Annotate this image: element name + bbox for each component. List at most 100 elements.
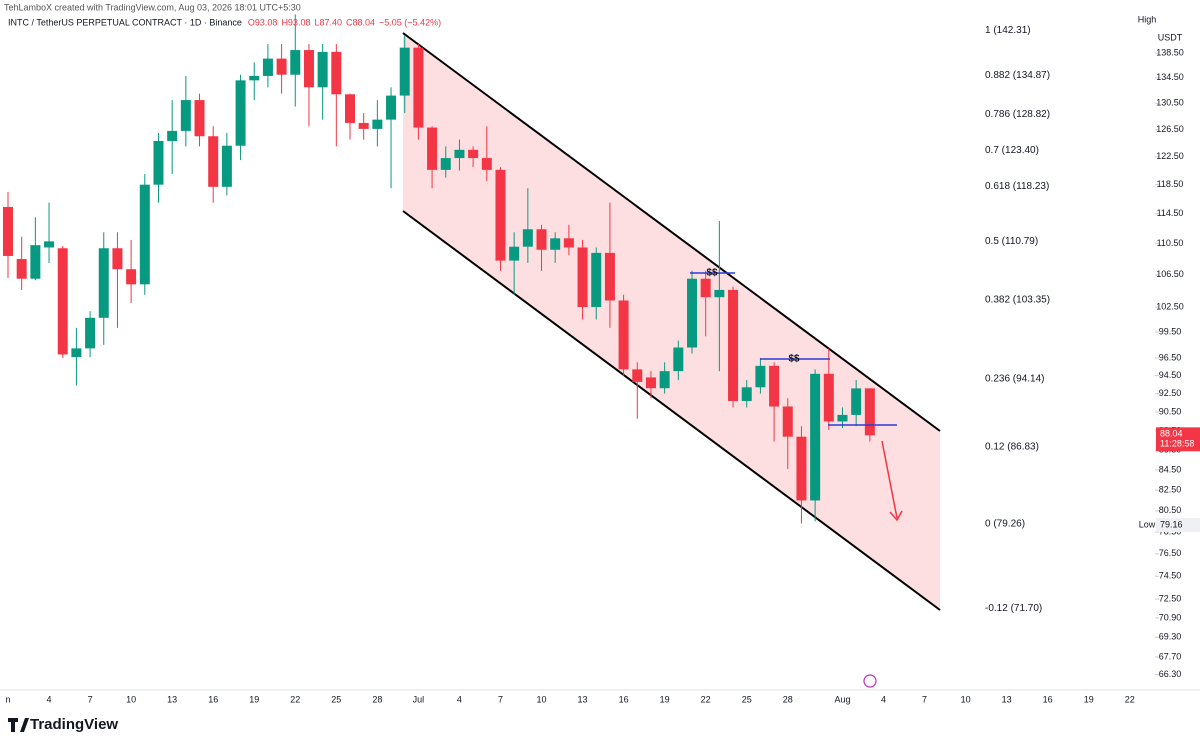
candle-body [85,317,96,349]
candle-body [208,136,219,187]
low-price: 79.16 [1160,519,1183,529]
candles [3,14,875,524]
candle-body [851,388,862,415]
candle-body [112,248,123,270]
candle-body [468,149,479,159]
candle-body [659,371,670,389]
last-price: 88.04 [1160,429,1183,439]
x-tick-label: 13 [578,694,588,704]
high-label: High [1138,14,1157,24]
x-tick-label: 13 [167,694,177,704]
candle-body [262,58,273,76]
candle-body [864,388,875,436]
candle-body [673,347,684,372]
author-line: TehLamboX created with TradingView.com, … [4,2,301,12]
fib-label: 0.882 (134.87) [985,70,1050,81]
y-tick-label: 67.70 [1159,651,1182,661]
y-tick-label: 94.50 [1159,370,1182,380]
x-tick-label: 10 [126,694,136,704]
brand: TradingView [8,716,118,733]
candle-body [782,406,793,437]
x-tick-label: 7 [922,694,927,704]
y-tick-label: 114.50 [1157,208,1184,218]
x-tick-label: 19 [1084,694,1094,704]
x-tick-label: 19 [660,694,670,704]
y-tick-label: 110.50 [1157,238,1184,248]
ohlc-value: L87.40 [314,17,342,27]
candle-body [358,122,369,129]
candle-body [728,289,739,401]
candle-body [591,252,602,308]
arrow-head [889,510,903,522]
candle-body [440,158,451,170]
x-tick-label: 10 [961,694,971,704]
fib-label: 1 (142.31) [985,25,1031,36]
candle-body [700,278,711,298]
symbol: INTC / TetherUS PERPETUAL CONTRACT · 1D … [8,17,242,27]
y-tick-label: 134.50 [1156,72,1184,82]
candle-body [577,247,588,308]
channel-lower [402,210,941,611]
candle-body [235,80,246,146]
ohlc-value: O93.08 [248,17,278,27]
y-tick-label: 102.50 [1156,301,1184,311]
y-tick-label: 70.90 [1159,612,1182,622]
candle-body [509,246,520,261]
y-tick-label: 82.50 [1159,485,1182,495]
y-tick-label: 130.50 [1156,98,1184,108]
candle-body [550,238,561,250]
candle-body [153,140,164,185]
candle-body [769,365,780,407]
x-tick-label: 25 [331,694,341,704]
annotation: $$ [706,268,718,279]
y-tick-label: 138.50 [1156,47,1184,57]
x-tick-label: 22 [701,694,711,704]
price-axis [1155,0,1200,690]
low-label: Low [1139,519,1156,529]
annotation: $$ [788,354,800,365]
y-tick-label: 69.30 [1159,632,1182,642]
candle-body [386,95,397,120]
candle-body [563,238,574,248]
candle-body [98,248,109,318]
candle-body [345,94,355,123]
candle-body [427,127,438,170]
candle-body [290,50,301,75]
x-tick-label: 25 [742,694,752,704]
event-icon[interactable] [863,674,877,688]
y-tick-label: 80.50 [1159,505,1182,515]
x-tick-label: 4 [47,694,52,704]
ohlc-value: H93.08 [281,17,310,27]
fib-label: 0 (79.26) [985,519,1025,530]
candle-body [317,51,328,88]
x-tick-label: 16 [619,694,629,704]
x-tick-label: 4 [457,694,462,704]
candle-body [139,184,150,285]
y-tick-label: 92.50 [1159,388,1182,398]
ohlc-value: C88.04 [346,17,375,27]
candle-body [331,51,342,95]
candle-body [687,278,697,348]
candle-body [810,373,821,501]
candle-body [618,300,629,370]
candle-body [632,369,643,382]
x-tick-label: n [5,694,10,704]
fib-label: 0.382 (103.35) [985,295,1050,306]
brand-name: TradingView [30,716,118,733]
x-tick-label: 22 [290,694,300,704]
y-tick-label: 66.30 [1159,669,1182,679]
y-tick-label: 90.50 [1159,406,1182,416]
x-tick-label: 16 [1043,694,1053,704]
candle-body [71,348,82,358]
y-tick-label: 74.50 [1159,571,1182,581]
candle-body [249,75,260,81]
candle-body [303,50,314,88]
candle-body [399,47,410,96]
candle-body [221,145,232,187]
y-tick-label: 118.50 [1157,179,1184,189]
x-tick-label: 10 [537,694,547,704]
candle-body [167,130,178,141]
arrow [881,440,898,519]
candle-body [796,436,807,501]
